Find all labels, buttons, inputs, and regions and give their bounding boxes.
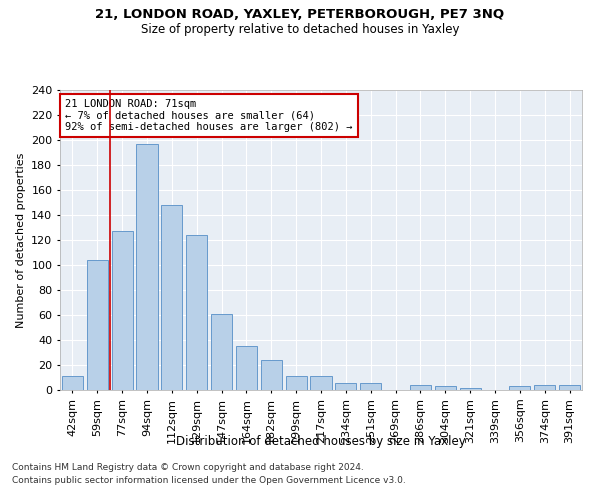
Bar bbox=[112, 231, 133, 390]
Bar bbox=[261, 360, 282, 390]
Bar bbox=[534, 385, 555, 390]
Text: 21, LONDON ROAD, YAXLEY, PETERBOROUGH, PE7 3NQ: 21, LONDON ROAD, YAXLEY, PETERBOROUGH, P… bbox=[95, 8, 505, 20]
Bar bbox=[410, 385, 431, 390]
Bar bbox=[87, 260, 108, 390]
Bar bbox=[559, 385, 580, 390]
Bar bbox=[286, 376, 307, 390]
Bar bbox=[335, 382, 356, 390]
Bar bbox=[236, 346, 257, 390]
Text: Contains public sector information licensed under the Open Government Licence v3: Contains public sector information licen… bbox=[12, 476, 406, 485]
Bar bbox=[435, 386, 456, 390]
Bar bbox=[460, 388, 481, 390]
Text: Size of property relative to detached houses in Yaxley: Size of property relative to detached ho… bbox=[141, 22, 459, 36]
Bar bbox=[136, 144, 158, 390]
Bar bbox=[62, 376, 83, 390]
Text: Contains HM Land Registry data © Crown copyright and database right 2024.: Contains HM Land Registry data © Crown c… bbox=[12, 464, 364, 472]
Bar bbox=[211, 314, 232, 390]
Text: 21 LONDON ROAD: 71sqm
← 7% of detached houses are smaller (64)
92% of semi-detac: 21 LONDON ROAD: 71sqm ← 7% of detached h… bbox=[65, 99, 353, 132]
Bar bbox=[161, 205, 182, 390]
Bar bbox=[509, 386, 530, 390]
Bar bbox=[360, 382, 381, 390]
Bar bbox=[310, 376, 332, 390]
Text: Distribution of detached houses by size in Yaxley: Distribution of detached houses by size … bbox=[176, 435, 466, 448]
Bar bbox=[186, 235, 207, 390]
Y-axis label: Number of detached properties: Number of detached properties bbox=[16, 152, 26, 328]
